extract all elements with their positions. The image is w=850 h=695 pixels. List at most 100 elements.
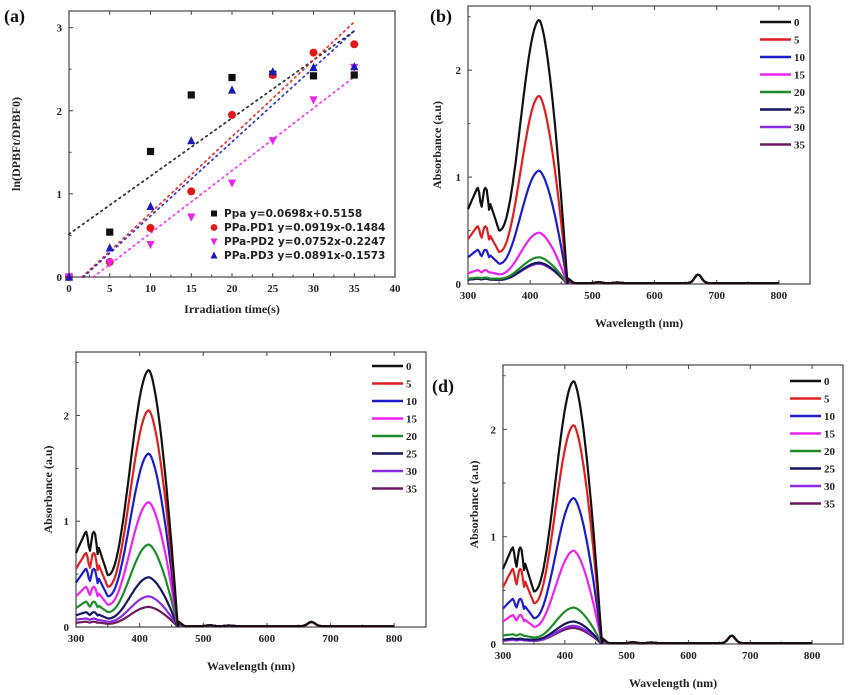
legend-entry-label: PPa-PD2 y=0.0752x-0.2247 [224, 236, 386, 248]
data-point-triangle-down [309, 96, 318, 105]
data-point-triangle-up [227, 85, 237, 94]
x-tick-label: 500 [618, 650, 635, 662]
legend-entry-label: 0 [824, 376, 830, 388]
y-tick-label: 0 [57, 272, 63, 284]
y-tick-label: 2 [64, 410, 70, 422]
legend-entry-label: 20 [794, 87, 806, 99]
legend-entry-label: Ppa y=0.0698x+0.5158 [224, 208, 362, 220]
x-tick-label: 10 [145, 283, 157, 295]
y-tick-label: 0 [491, 639, 497, 651]
x-tick-label: 15 [186, 283, 198, 295]
x-tick-label: 500 [584, 290, 601, 302]
data-point-square [187, 91, 195, 99]
legend-entry-label: 10 [794, 52, 806, 64]
x-tick-label: 500 [195, 633, 212, 645]
data-point-triangle-down [210, 238, 218, 246]
x-axis-title: Wavelength (nm) [629, 676, 717, 690]
data-point-square [309, 72, 318, 80]
x-tick-label: 800 [386, 633, 403, 645]
legend-entry-label: 20 [406, 431, 418, 443]
y-tick-label: 1 [64, 516, 70, 528]
x-tick-label: 20 [227, 283, 239, 295]
x-tick-label: 800 [804, 650, 821, 662]
y-axis-title: Absorbance (a.u) [430, 101, 444, 189]
spectrum-line-0 [74, 369, 395, 628]
y-axis-title: Absorbance (a.u) [41, 445, 55, 533]
fit-line-ppa-pd2 [92, 75, 356, 278]
legend-entry-label: 15 [824, 429, 836, 441]
panel-label: (b) [430, 6, 452, 27]
legend-entry-label: 35 [794, 140, 806, 152]
x-tick-label: 300 [68, 633, 85, 645]
legend-entry-label: 10 [406, 396, 418, 408]
legend-entry-label: 0 [794, 17, 800, 29]
data-point-triangle-down [227, 179, 237, 188]
spectrum-line-10 [467, 169, 779, 285]
x-tick-label: 5 [107, 283, 113, 295]
legend-entry-label: 15 [406, 414, 418, 426]
x-axis-title: Irradiation time(s) [184, 302, 280, 316]
data-point-triangle-up [210, 251, 218, 259]
spectrum-line-5 [467, 94, 779, 285]
legend-entry-label: 30 [824, 481, 836, 493]
legend-entry-label: 25 [406, 449, 418, 461]
x-axis-title: Wavelength (nm) [595, 316, 683, 330]
spectrum-line-25 [502, 620, 813, 645]
x-tick-label: 40 [390, 283, 402, 295]
data-point-triangle-down [268, 137, 277, 146]
x-tick-label: 400 [131, 633, 148, 645]
y-tick-label: 3 [57, 23, 63, 35]
data-point-square [106, 228, 114, 236]
plot-frame [467, 5, 811, 285]
data-point-triangle-down [146, 240, 155, 250]
x-tick-label: 35 [349, 283, 361, 295]
panel-label: (a) [4, 6, 25, 27]
legend-entry-label: 35 [406, 484, 418, 496]
x-tick-label: 400 [557, 650, 574, 662]
spectrum-line-0 [501, 380, 813, 645]
y-tick-label: 1 [456, 172, 462, 184]
spectrum-line-10 [502, 497, 813, 645]
x-tick-label: 800 [771, 290, 788, 302]
x-tick-label: 600 [259, 633, 276, 645]
data-point-square [146, 147, 155, 156]
legend-entry-label: PPa.PD1 y=0.0919x-0.1484 [224, 222, 385, 234]
spectrum-line-35 [75, 605, 395, 628]
data-point-triangle-down [105, 259, 114, 268]
legend-entry-label: 25 [794, 105, 806, 117]
legend-entry-label: PPa.PD3 y=0.0891x-0.1573 [224, 250, 385, 262]
data-point-triangle-up [187, 136, 196, 145]
y-tick-label: 0 [64, 622, 70, 634]
y-tick-label: 2 [491, 424, 497, 436]
fit-line-ppa-pd1 [81, 21, 356, 278]
legend-entry-label: 20 [824, 446, 836, 458]
data-point-circle [309, 48, 318, 57]
x-tick-label: 25 [267, 283, 279, 295]
x-axis-title: Wavelength (nm) [207, 659, 295, 673]
panel-a-kinetics-plot: 0 5 10 15 20 25 30 35 40 0 1 2 3 Irradiation time(s) l… [4, 6, 401, 316]
spectrum-line-0 [466, 18, 779, 285]
fit-line-ppa [68, 30, 356, 236]
legend-entry-label: 25 [824, 464, 836, 476]
x-tick-label: 600 [680, 650, 697, 662]
legend-entry-label: 35 [824, 499, 836, 511]
data-point-triangle-up [309, 62, 318, 72]
x-tick-label: 300 [495, 650, 512, 662]
data-point-triangle-up [146, 201, 155, 210]
data-point-square [228, 73, 236, 82]
data-point-square [211, 210, 217, 217]
y-axis-title: Absorbance (a.u) [467, 460, 481, 548]
y-tick-label: 2 [456, 65, 462, 77]
data-point-circle [350, 40, 359, 49]
data-point-circle [210, 224, 218, 231]
data-point-triangle-up [268, 67, 277, 76]
panel-label: (d) [432, 376, 454, 397]
fit-line-ppa-pd3 [82, 29, 356, 278]
data-point-triangle-up [350, 62, 359, 71]
y-tick-label: 2 [57, 106, 63, 118]
legend-entry-label: 30 [794, 122, 806, 134]
